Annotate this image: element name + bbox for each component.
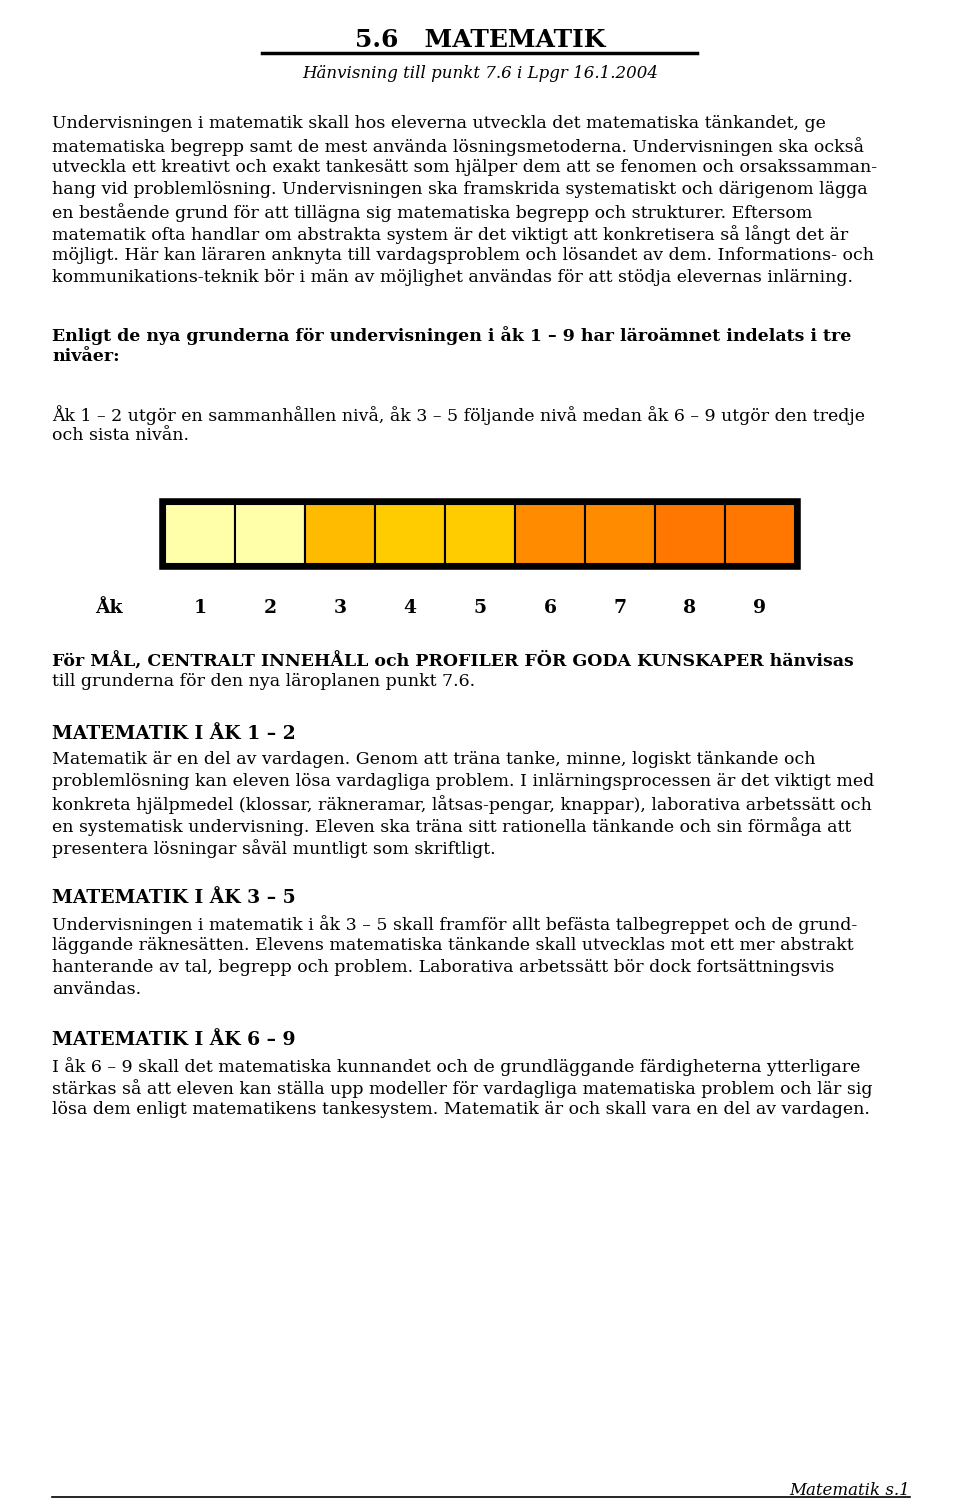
Text: kommunikations-teknik bör i män av möjlighet användas för att stödja elevernas i: kommunikations-teknik bör i män av möjli… (52, 269, 853, 286)
Text: användas.: användas. (52, 981, 141, 997)
Bar (585, 505, 655, 564)
Text: Åk 1 – 2 utgör en sammanhållen nivå, åk 3 – 5 följande nivå medan åk 6 – 9 utgör: Åk 1 – 2 utgör en sammanhållen nivå, åk … (52, 405, 865, 425)
Text: möjligt. Här kan läraren anknyta till vardagsproblem och lösandet av dem. Inform: möjligt. Här kan läraren anknyta till va… (52, 246, 874, 264)
Text: Matematik s.1: Matematik s.1 (789, 1482, 910, 1499)
Text: utveckla ett kreativt och exakt tankesätt som hjälper dem att se fenomen och ors: utveckla ett kreativt och exakt tankesät… (52, 159, 877, 175)
Text: en systematisk undervisning. Eleven ska träna sitt rationella tänkande och sin f: en systematisk undervisning. Eleven ska … (52, 817, 852, 836)
Text: lösa dem enligt matematikens tankesystem. Matematik är och skall vara en del av : lösa dem enligt matematikens tankesystem… (52, 1102, 870, 1118)
Text: 1: 1 (193, 598, 206, 616)
Text: läggande räknesätten. Elevens matematiska tänkande skall utvecklas mot ett mer a: läggande räknesätten. Elevens matematisk… (52, 937, 853, 953)
Text: 6: 6 (543, 598, 557, 616)
Bar (235, 505, 305, 564)
Bar (445, 505, 515, 564)
Text: 3: 3 (333, 598, 347, 616)
Text: matematiska begrepp samt de mest använda lösningsmetoderna. Undervisningen ska o: matematiska begrepp samt de mest använda… (52, 138, 864, 156)
Bar (165, 505, 235, 564)
Text: och sista nivån.: och sista nivån. (52, 428, 189, 444)
Text: MATEMATIK I ÅK 3 – 5: MATEMATIK I ÅK 3 – 5 (52, 888, 296, 907)
Bar (655, 505, 725, 564)
Text: en bestående grund för att tillägna sig matematiska begrepp och strukturer. Efte: en bestående grund för att tillägna sig … (52, 202, 812, 222)
Text: till grunderna för den nya läroplanen punkt 7.6.: till grunderna för den nya läroplanen pu… (52, 672, 475, 691)
Bar (515, 505, 585, 564)
Text: Enligt de nya grunderna för undervisningen i åk 1 – 9 har läroämnet indelats i t: Enligt de nya grunderna för undervisning… (52, 326, 852, 345)
Text: 8: 8 (684, 598, 697, 616)
Text: nivåer:: nivåer: (52, 348, 120, 366)
Bar (162, 502, 798, 567)
Text: 9: 9 (754, 598, 766, 616)
Text: Matematik är en del av vardagen. Genom att träna tanke, minne, logiskt tänkande : Matematik är en del av vardagen. Genom a… (52, 751, 815, 768)
Text: Åk: Åk (95, 598, 123, 616)
Text: hanterande av tal, begrepp och problem. Laborativa arbetssätt bör dock fortsättn: hanterande av tal, begrepp och problem. … (52, 959, 834, 976)
Text: konkreta hjälpmedel (klossar, räkneramar, låtsas-pengar, knappar), laborativa ar: konkreta hjälpmedel (klossar, räkneramar… (52, 795, 872, 814)
Text: 7: 7 (613, 598, 627, 616)
Text: Hänvisning till punkt 7.6 i Lpgr 16.1.2004: Hänvisning till punkt 7.6 i Lpgr 16.1.20… (302, 65, 658, 82)
Text: matematik ofta handlar om abstrakta system är det viktigt att konkretisera så lå: matematik ofta handlar om abstrakta syst… (52, 225, 849, 243)
Text: 5: 5 (473, 598, 487, 616)
Bar (375, 505, 445, 564)
Text: hang vid problemlösning. Undervisningen ska framskrida systematiskt och därigeno: hang vid problemlösning. Undervisningen … (52, 181, 868, 198)
Text: stärkas så att eleven kan ställa upp modeller för vardagliga matematiska problem: stärkas så att eleven kan ställa upp mod… (52, 1079, 873, 1098)
Text: presentera lösningar såväl muntligt som skriftligt.: presentera lösningar såväl muntligt som … (52, 839, 495, 858)
Text: MATEMATIK I ÅK 6 – 9: MATEMATIK I ÅK 6 – 9 (52, 1031, 296, 1049)
Bar (725, 505, 795, 564)
Bar (305, 505, 375, 564)
Text: Undervisningen i matematik skall hos eleverna utveckla det matematiska tänkandet: Undervisningen i matematik skall hos ele… (52, 115, 826, 131)
Text: Undervisningen i matematik i åk 3 – 5 skall framför allt befästa talbegreppet oc: Undervisningen i matematik i åk 3 – 5 sk… (52, 916, 857, 934)
Text: För MÅL, CENTRALT INNEHÅLL och PROFILER FÖR GODA KUNSKAPER hänvisas: För MÅL, CENTRALT INNEHÅLL och PROFILER … (52, 651, 853, 669)
Text: 5.6   MATEMATIK: 5.6 MATEMATIK (355, 29, 605, 51)
Text: MATEMATIK I ÅK 1 – 2: MATEMATIK I ÅK 1 – 2 (52, 725, 296, 743)
Text: I åk 6 – 9 skall det matematiska kunnandet och de grundläggande färdigheterna yt: I åk 6 – 9 skall det matematiska kunnand… (52, 1058, 860, 1076)
Text: problemlösning kan eleven lösa vardagliga problem. I inlärningsprocessen är det : problemlösning kan eleven lösa vardaglig… (52, 774, 875, 790)
Text: 2: 2 (263, 598, 276, 616)
Text: 4: 4 (403, 598, 417, 616)
